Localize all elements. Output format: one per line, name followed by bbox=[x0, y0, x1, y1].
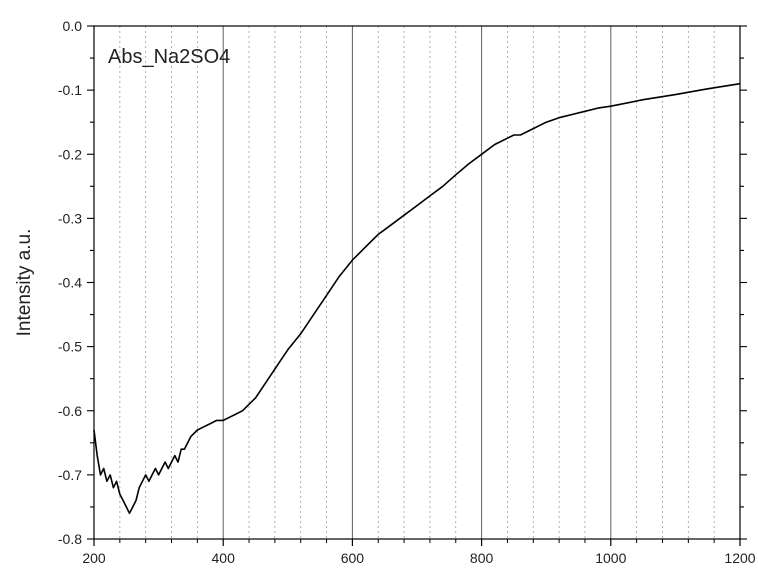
x-tick-label: 1200 bbox=[724, 550, 755, 566]
x-tick-label: 400 bbox=[212, 550, 236, 566]
y-tick-label: -0.8 bbox=[58, 531, 82, 547]
y-tick-label: -0.7 bbox=[58, 467, 82, 483]
x-tick-label: 600 bbox=[341, 550, 365, 566]
y-axis-label: Intensity a.u. bbox=[14, 229, 35, 337]
series-line bbox=[93, 82, 741, 515]
y-tick-label: -0.5 bbox=[58, 339, 82, 355]
y-tick-label: -0.4 bbox=[58, 275, 82, 291]
x-tick-label: 800 bbox=[470, 550, 494, 566]
y-tick-label: -0.2 bbox=[58, 146, 82, 162]
x-tick-label: 1000 bbox=[595, 550, 626, 566]
x-tick-label: 200 bbox=[82, 550, 106, 566]
chart-title: Abs_Na2SO4 bbox=[108, 46, 230, 68]
y-tick-label: -0.3 bbox=[58, 210, 82, 226]
axis-ticks bbox=[87, 25, 747, 546]
plot-frame bbox=[93, 25, 741, 540]
series-group bbox=[93, 82, 741, 515]
tick-labels: 200 400 600 800 1000 1200 0.0 -0.1 -0.2 -0.3 -0.4 -… bbox=[58, 18, 756, 566]
y-tick-label: 0.0 bbox=[63, 18, 83, 34]
y-tick-label: -0.6 bbox=[58, 403, 82, 419]
y-tick-label: -0.1 bbox=[58, 82, 82, 98]
